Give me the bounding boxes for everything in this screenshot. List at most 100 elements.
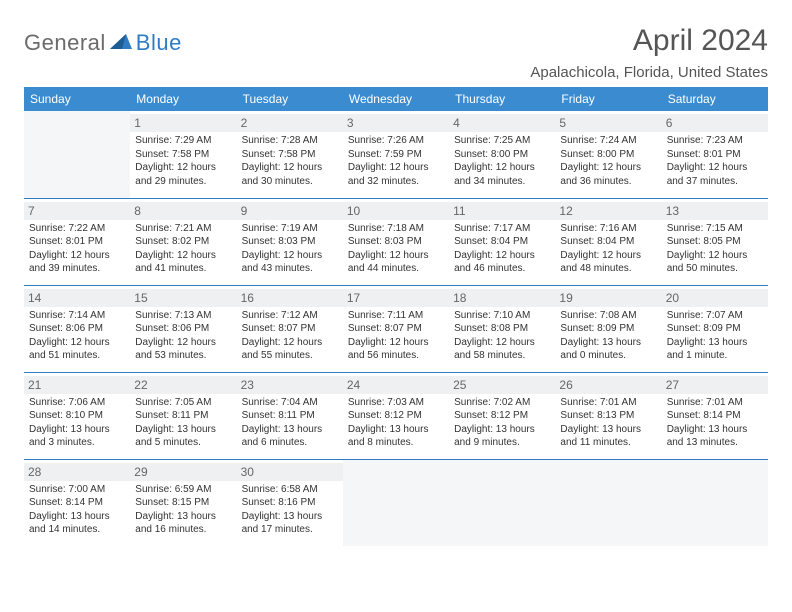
- calendar-cell: 16Sunrise: 7:12 AMSunset: 8:07 PMDayligh…: [237, 285, 343, 372]
- day-info: Sunrise: 7:01 AMSunset: 8:14 PMDaylight:…: [667, 396, 763, 450]
- day-number: 27: [662, 376, 768, 394]
- weekday-header: Saturday: [662, 87, 768, 111]
- calendar-cell: 17 Sunrise: 7:11 AMSunset: 8:07 PMDayligh…: [343, 285, 449, 372]
- day-info: Sunrise: 7:22 AMSunset: 8:01 PMDaylight:…: [29, 222, 125, 276]
- calendar-cell: 27 Sunrise: 7:01 AMSunset: 8:14 PMDayligh…: [662, 372, 768, 459]
- calendar-cell: 20Sunrise: 7:07 AMSunset: 8:09 PMDayligh…: [662, 285, 768, 372]
- calendar-cell: 24 Sunrise: 7:03 AMSunset: 8:12 PMDayligh…: [343, 372, 449, 459]
- calendar-cell: 12Sunrise: 7:16 AMSunset: 8:04 PMDayligh…: [555, 198, 661, 285]
- day-info: Sunrise: 7:00 AMSunset: 8:14 PMDaylight:…: [29, 483, 125, 537]
- day-number: 15: [130, 289, 236, 307]
- weekday-header: Wednesday: [343, 87, 449, 111]
- day-info: Sunrise: 7:01 AMSunset: 8:13 PMDaylight:…: [560, 396, 656, 450]
- day-info: Sunrise: 6:59 AMSunset: 8:15 PMDaylight:…: [135, 483, 231, 537]
- day-number: 1: [130, 114, 236, 132]
- calendar-week-row: 21 Sunrise: 7:06 AMSunset: 8:10 PMDayligh…: [24, 372, 768, 459]
- day-number: 20: [662, 289, 768, 307]
- calendar-cell: [343, 459, 449, 546]
- calendar-week-row: 7 Sunrise: 7:22 AMSunset: 8:01 PMDaylight…: [24, 198, 768, 285]
- calendar-cell: 14 Sunrise: 7:14 AMSunset: 8:06 PMDayligh…: [24, 285, 130, 372]
- day-number: 14: [24, 289, 130, 307]
- day-number: 29: [130, 463, 236, 481]
- calendar-cell: 30Sunrise: 6:58 AMSunset: 8:16 PMDayligh…: [237, 459, 343, 546]
- calendar-cell: 9 Sunrise: 7:19 AMSunset: 8:03 PMDaylight…: [237, 198, 343, 285]
- calendar-cell: 18Sunrise: 7:10 AMSunset: 8:08 PMDayligh…: [449, 285, 555, 372]
- day-number: 7: [24, 202, 130, 220]
- day-number: 24: [343, 376, 449, 394]
- weekday-header: Friday: [555, 87, 661, 111]
- day-number: 8: [130, 202, 236, 220]
- day-number: 3: [343, 114, 449, 132]
- calendar-cell: 29 Sunrise: 6:59 AMSunset: 8:15 PMDayligh…: [130, 459, 236, 546]
- calendar-cell: 11 Sunrise: 7:17 AMSunset: 8:04 PMDayligh…: [449, 198, 555, 285]
- day-info: Sunrise: 7:21 AMSunset: 8:02 PMDaylight:…: [135, 222, 231, 276]
- day-number: 9: [237, 202, 343, 220]
- day-number: 28: [24, 463, 130, 481]
- calendar-cell: 13Sunrise: 7:15 AMSunset: 8:05 PMDayligh…: [662, 198, 768, 285]
- day-info: Sunrise: 7:10 AMSunset: 8:08 PMDaylight:…: [454, 309, 550, 363]
- day-info: Sunrise: 7:15 AMSunset: 8:05 PMDaylight:…: [667, 222, 763, 276]
- title-block: April 2024 Apalachicola, Florida, United…: [530, 24, 768, 81]
- day-number: 23: [237, 376, 343, 394]
- calendar-cell: 25 Sunrise: 7:02 AMSunset: 8:12 PMDayligh…: [449, 372, 555, 459]
- location-text: Apalachicola, Florida, United States: [530, 64, 768, 81]
- day-info: Sunrise: 7:05 AMSunset: 8:11 PMDaylight:…: [135, 396, 231, 450]
- calendar-cell: 4Sunrise: 7:25 AMSunset: 8:00 PMDaylight…: [449, 111, 555, 198]
- day-info: Sunrise: 7:24 AMSunset: 8:00 PMDaylight:…: [560, 134, 656, 188]
- day-number: 6: [662, 114, 768, 132]
- calendar-cell: 5 Sunrise: 7:24 AMSunset: 8:00 PMDaylight…: [555, 111, 661, 198]
- day-info: Sunrise: 7:26 AMSunset: 7:59 PMDaylight:…: [348, 134, 444, 188]
- calendar-cell: 23 Sunrise: 7:04 AMSunset: 8:11 PMDayligh…: [237, 372, 343, 459]
- calendar-cell: [555, 459, 661, 546]
- day-number: 11: [449, 202, 555, 220]
- calendar-week-row: 28 Sunrise: 7:00 AMSunset: 8:14 PMDayligh…: [24, 459, 768, 546]
- calendar-week-row: 1 Sunrise: 7:29 AMSunset: 7:58 PMDaylight…: [24, 111, 768, 198]
- day-info: Sunrise: 7:17 AMSunset: 8:04 PMDaylight:…: [454, 222, 550, 276]
- day-info: Sunrise: 7:14 AMSunset: 8:06 PMDaylight:…: [29, 309, 125, 363]
- day-info: Sunrise: 7:08 AMSunset: 8:09 PMDaylight:…: [560, 309, 656, 363]
- calendar-cell: [662, 459, 768, 546]
- day-info: Sunrise: 7:29 AMSunset: 7:58 PMDaylight:…: [135, 134, 231, 188]
- calendar-cell: [24, 111, 130, 198]
- day-number: 2: [237, 114, 343, 132]
- day-number: 21: [24, 376, 130, 394]
- day-info: Sunrise: 7:28 AMSunset: 7:58 PMDaylight:…: [242, 134, 338, 188]
- calendar-cell: 26 Sunrise: 7:01 AMSunset: 8:13 PMDayligh…: [555, 372, 661, 459]
- day-number: 12: [555, 202, 661, 220]
- day-number: 17: [343, 289, 449, 307]
- calendar-cell: 1 Sunrise: 7:29 AMSunset: 7:58 PMDaylight…: [130, 111, 236, 198]
- day-info: Sunrise: 7:06 AMSunset: 8:10 PMDaylight:…: [29, 396, 125, 450]
- calendar-week-row: 14 Sunrise: 7:14 AMSunset: 8:06 PMDayligh…: [24, 285, 768, 372]
- calendar-cell: [449, 459, 555, 546]
- header: General Blue April 2024 Apalachicola, Fl…: [24, 24, 768, 81]
- logo-text-general: General: [24, 30, 106, 56]
- calendar-cell: 28 Sunrise: 7:00 AMSunset: 8:14 PMDayligh…: [24, 459, 130, 546]
- day-number: 26: [555, 376, 661, 394]
- calendar-cell: 15 Sunrise: 7:13 AMSunset: 8:06 PMDayligh…: [130, 285, 236, 372]
- day-number: 5: [555, 114, 661, 132]
- day-number: 25: [449, 376, 555, 394]
- calendar-cell: 6Sunrise: 7:23 AMSunset: 8:01 PMDaylight…: [662, 111, 768, 198]
- page-title: April 2024: [530, 24, 768, 58]
- day-info: Sunrise: 7:03 AMSunset: 8:12 PMDaylight:…: [348, 396, 444, 450]
- day-info: Sunrise: 7:02 AMSunset: 8:12 PMDaylight:…: [454, 396, 550, 450]
- weekday-header-row: Sunday Monday Tuesday Wednesday Thursday…: [24, 87, 768, 111]
- weekday-header: Thursday: [449, 87, 555, 111]
- calendar-cell: 19 Sunrise: 7:08 AMSunset: 8:09 PMDayligh…: [555, 285, 661, 372]
- calendar-table: Sunday Monday Tuesday Wednesday Thursday…: [24, 87, 768, 546]
- day-number: 10: [343, 202, 449, 220]
- calendar-cell: 7 Sunrise: 7:22 AMSunset: 8:01 PMDaylight…: [24, 198, 130, 285]
- day-info: Sunrise: 7:19 AMSunset: 8:03 PMDaylight:…: [242, 222, 338, 276]
- day-number: 19: [555, 289, 661, 307]
- day-info: Sunrise: 7:04 AMSunset: 8:11 PMDaylight:…: [242, 396, 338, 450]
- day-number: 30: [237, 463, 343, 481]
- weekday-header: Monday: [130, 87, 236, 111]
- day-info: Sunrise: 7:13 AMSunset: 8:06 PMDaylight:…: [135, 309, 231, 363]
- day-info: Sunrise: 7:18 AMSunset: 8:03 PMDaylight:…: [348, 222, 444, 276]
- logo-text-blue: Blue: [136, 30, 182, 56]
- day-info: Sunrise: 7:11 AMSunset: 8:07 PMDaylight:…: [348, 309, 444, 363]
- day-number: 22: [130, 376, 236, 394]
- calendar-cell: 8 Sunrise: 7:21 AMSunset: 8:02 PMDaylight…: [130, 198, 236, 285]
- day-info: Sunrise: 7:25 AMSunset: 8:00 PMDaylight:…: [454, 134, 550, 188]
- day-info: Sunrise: 7:12 AMSunset: 8:07 PMDaylight:…: [242, 309, 338, 363]
